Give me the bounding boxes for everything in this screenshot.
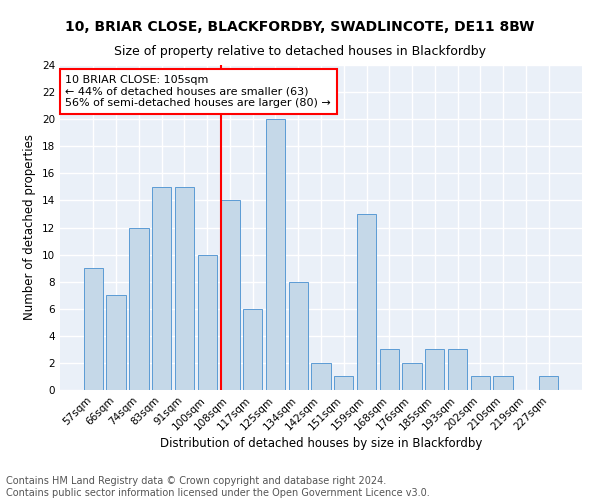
Bar xyxy=(403,363,422,390)
X-axis label: Distribution of detached houses by size in Blackfordby: Distribution of detached houses by size … xyxy=(160,438,482,450)
Y-axis label: Number of detached properties: Number of detached properties xyxy=(23,134,37,320)
Bar xyxy=(380,350,399,390)
Text: Size of property relative to detached houses in Blackfordby: Size of property relative to detached ho… xyxy=(114,45,486,58)
Text: 10, BRIAR CLOSE, BLACKFORDBY, SWADLINCOTE, DE11 8BW: 10, BRIAR CLOSE, BLACKFORDBY, SWADLINCOT… xyxy=(65,20,535,34)
Bar xyxy=(425,350,445,390)
Bar xyxy=(106,295,126,390)
Bar xyxy=(220,200,239,390)
Bar xyxy=(289,282,308,390)
Text: Contains HM Land Registry data © Crown copyright and database right 2024.
Contai: Contains HM Land Registry data © Crown c… xyxy=(6,476,430,498)
Bar xyxy=(448,350,467,390)
Bar xyxy=(493,376,513,390)
Bar xyxy=(152,187,172,390)
Bar xyxy=(539,376,558,390)
Bar xyxy=(175,187,194,390)
Bar xyxy=(243,308,262,390)
Bar xyxy=(357,214,376,390)
Bar xyxy=(129,228,149,390)
Bar xyxy=(197,254,217,390)
Text: 10 BRIAR CLOSE: 105sqm
← 44% of detached houses are smaller (63)
56% of semi-det: 10 BRIAR CLOSE: 105sqm ← 44% of detached… xyxy=(65,74,331,108)
Bar xyxy=(266,119,285,390)
Bar xyxy=(470,376,490,390)
Bar xyxy=(84,268,103,390)
Bar xyxy=(334,376,353,390)
Bar xyxy=(311,363,331,390)
